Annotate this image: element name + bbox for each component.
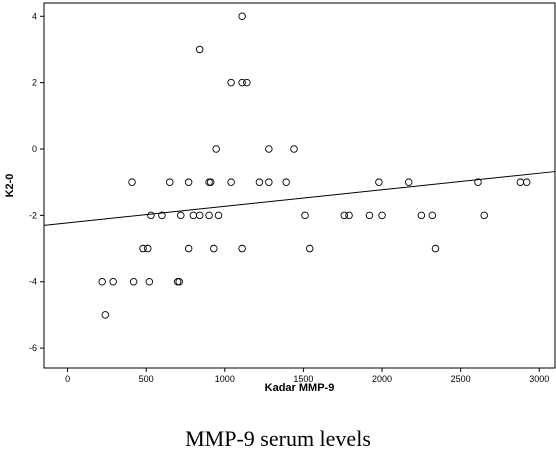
data-point	[158, 211, 166, 220]
data-point	[101, 311, 110, 319]
y-axis-title: K2-0	[4, 174, 16, 198]
y-axis: -6 -4 -2 0 2 4	[29, 11, 44, 353]
y-tick-label: -2	[29, 210, 37, 220]
data-point	[265, 145, 273, 153]
y-tick-label: -4	[29, 277, 37, 287]
data-point	[128, 178, 136, 186]
plot-frame	[43, 2, 556, 369]
data-point	[109, 277, 117, 286]
data-point	[405, 178, 413, 186]
x-tick-label: 3000	[529, 374, 549, 384]
data-point	[166, 178, 174, 186]
data-point	[282, 178, 290, 186]
data-point	[345, 211, 353, 220]
data-point	[98, 277, 106, 286]
data-point	[195, 211, 204, 220]
data-point	[265, 178, 273, 186]
data-point	[474, 178, 482, 186]
data-point	[301, 211, 309, 220]
data-point	[522, 178, 531, 186]
data-point	[227, 78, 235, 87]
x-tick-label: 1000	[215, 374, 235, 384]
data-point	[290, 145, 298, 153]
data-point	[210, 244, 218, 253]
data-point	[428, 211, 437, 220]
x-tick-label: 2000	[372, 374, 392, 384]
data-point	[431, 244, 440, 253]
data-point	[305, 244, 314, 253]
y-tick-label: 2	[32, 78, 37, 88]
x-tick-label: 2500	[451, 374, 471, 384]
data-point	[365, 211, 374, 220]
figure-caption: MMP-9 serum levels	[185, 426, 371, 451]
data-point	[184, 178, 193, 186]
data-point	[145, 277, 154, 286]
y-tick-label: 0	[32, 144, 37, 154]
data-point	[144, 244, 152, 253]
x-tick-label: 0	[65, 374, 70, 384]
data-point	[243, 78, 251, 87]
data-point	[214, 211, 223, 220]
data-point	[480, 211, 488, 220]
data-point	[147, 211, 155, 220]
data-point	[255, 178, 264, 186]
data-point	[378, 211, 386, 220]
data-point	[375, 178, 383, 186]
scatter-chart: 0 500 1000 1500 2000 2500 3000 -6 -4 -2 0 2 4 Kadar…	[4, 2, 556, 394]
data-point	[206, 178, 215, 186]
data-point	[212, 145, 220, 153]
data-point	[227, 178, 235, 186]
x-axis: 0 500 1000 1500 2000 2500 3000	[65, 368, 549, 384]
data-point	[238, 12, 246, 21]
data-point	[340, 211, 349, 220]
data-point	[195, 45, 204, 54]
data-point	[139, 244, 147, 253]
data-point	[177, 211, 185, 220]
x-tick-label: 1500	[293, 374, 313, 384]
data-point	[129, 277, 138, 286]
data-point	[417, 211, 426, 220]
data-points	[98, 12, 531, 319]
data-point	[238, 244, 246, 253]
data-point	[205, 211, 213, 220]
data-point	[238, 78, 246, 87]
data-point	[175, 277, 183, 286]
y-tick-label: -6	[29, 343, 37, 353]
y-tick-label: 4	[32, 11, 37, 21]
x-axis-title: Kadar MMP-9	[265, 382, 335, 394]
x-tick-label: 500	[139, 374, 154, 384]
fit-line	[43, 171, 556, 226]
data-point	[184, 244, 193, 253]
